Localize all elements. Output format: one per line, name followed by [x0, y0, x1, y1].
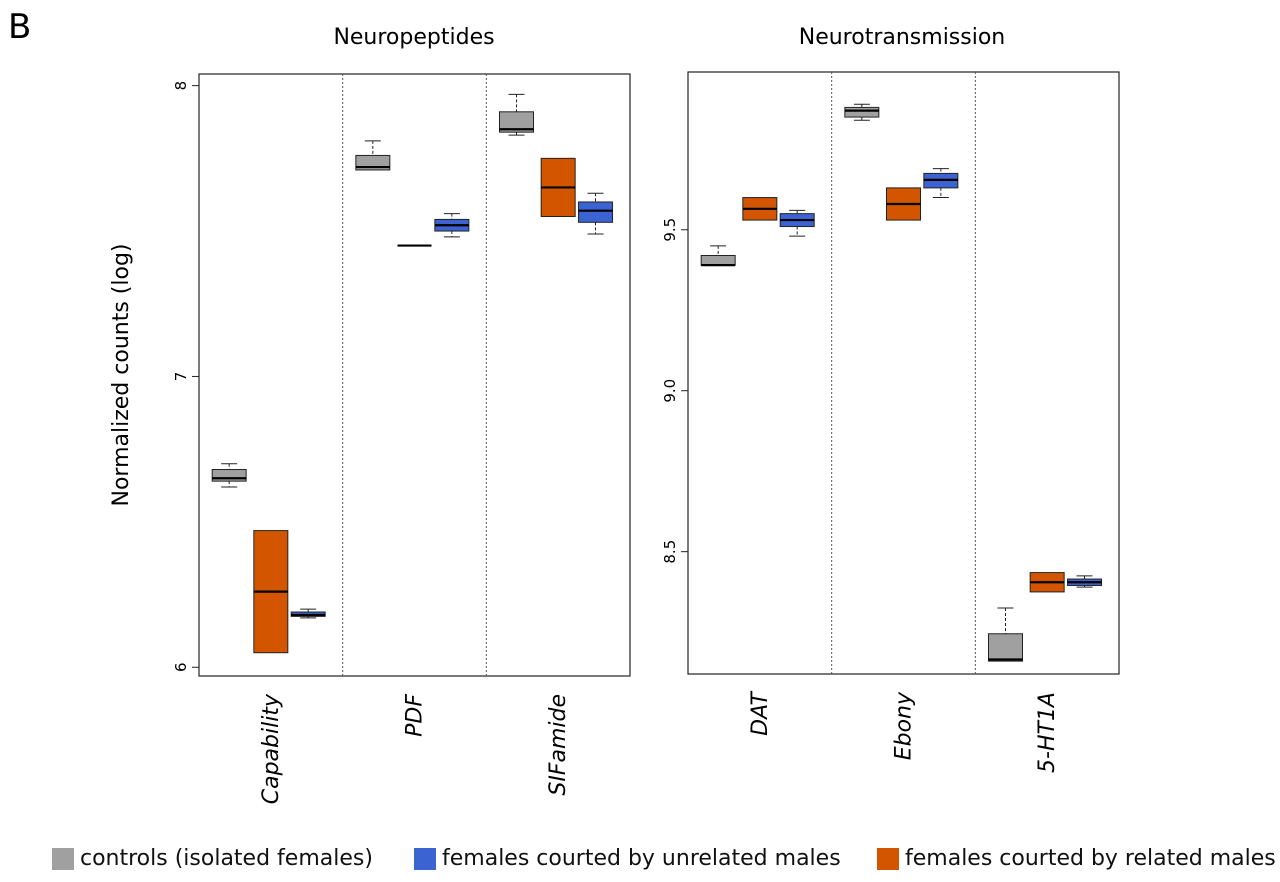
plot-frame	[198, 73, 631, 677]
y-tick-label: 9.5	[661, 218, 679, 242]
boxplot-figure: B Neuropeptides Normalized counts (log) 6 7…	[8, 7, 1120, 804]
y-axis-label: Normalized counts (log)	[109, 244, 134, 507]
legend-item-controls: controls (isolated females)	[52, 846, 373, 871]
box-controls	[499, 111, 535, 133]
box-unrelated	[578, 201, 614, 223]
legend-swatch-unrelated	[414, 847, 436, 870]
y-tick-label: 7	[172, 372, 190, 382]
chart-title: Neurotransmission	[799, 25, 1006, 50]
category-label: Capability	[259, 693, 284, 804]
panel-label: B	[8, 7, 31, 47]
legend-label-controls: controls (isolated females)	[80, 846, 373, 871]
category-label: 5-HT1A	[1035, 692, 1060, 773]
legend-label-unrelated: females courted by unrelated males	[442, 846, 841, 871]
y-tick-label: 8	[172, 81, 190, 91]
box-controls	[700, 254, 736, 266]
panel-neuropeptides: Neuropeptides Normalized counts (log) 6 7 8 C…	[109, 25, 631, 804]
box-controls	[988, 633, 1024, 662]
category-label: DAT	[748, 690, 773, 735]
plot-frame	[687, 71, 1120, 675]
legend-swatch-controls	[52, 847, 74, 870]
y-tick-label: 9.0	[661, 379, 679, 403]
legend-item-related: females courted by related males	[877, 846, 1276, 871]
legend-label-related: females courted by related males	[905, 846, 1276, 871]
box-controls	[211, 469, 247, 482]
category-label: PDF	[403, 694, 428, 737]
category-label: Ebony	[892, 691, 917, 760]
box-controls	[844, 106, 880, 118]
legend-item-unrelated: females courted by unrelated males	[414, 846, 841, 871]
chart-title: Neuropeptides	[333, 25, 494, 50]
category-label: SIFamide	[546, 694, 571, 796]
legend-swatch-related	[877, 847, 899, 870]
panel-neurotransmission: Neurotransmission 8.5 9.0 9.5 DAT Ebony 5-HT1A	[661, 25, 1120, 773]
y-tick-label: 6	[172, 663, 190, 673]
legend: controls (isolated females) females cour…	[0, 846, 1280, 882]
y-tick-label: 8.5	[661, 540, 679, 564]
